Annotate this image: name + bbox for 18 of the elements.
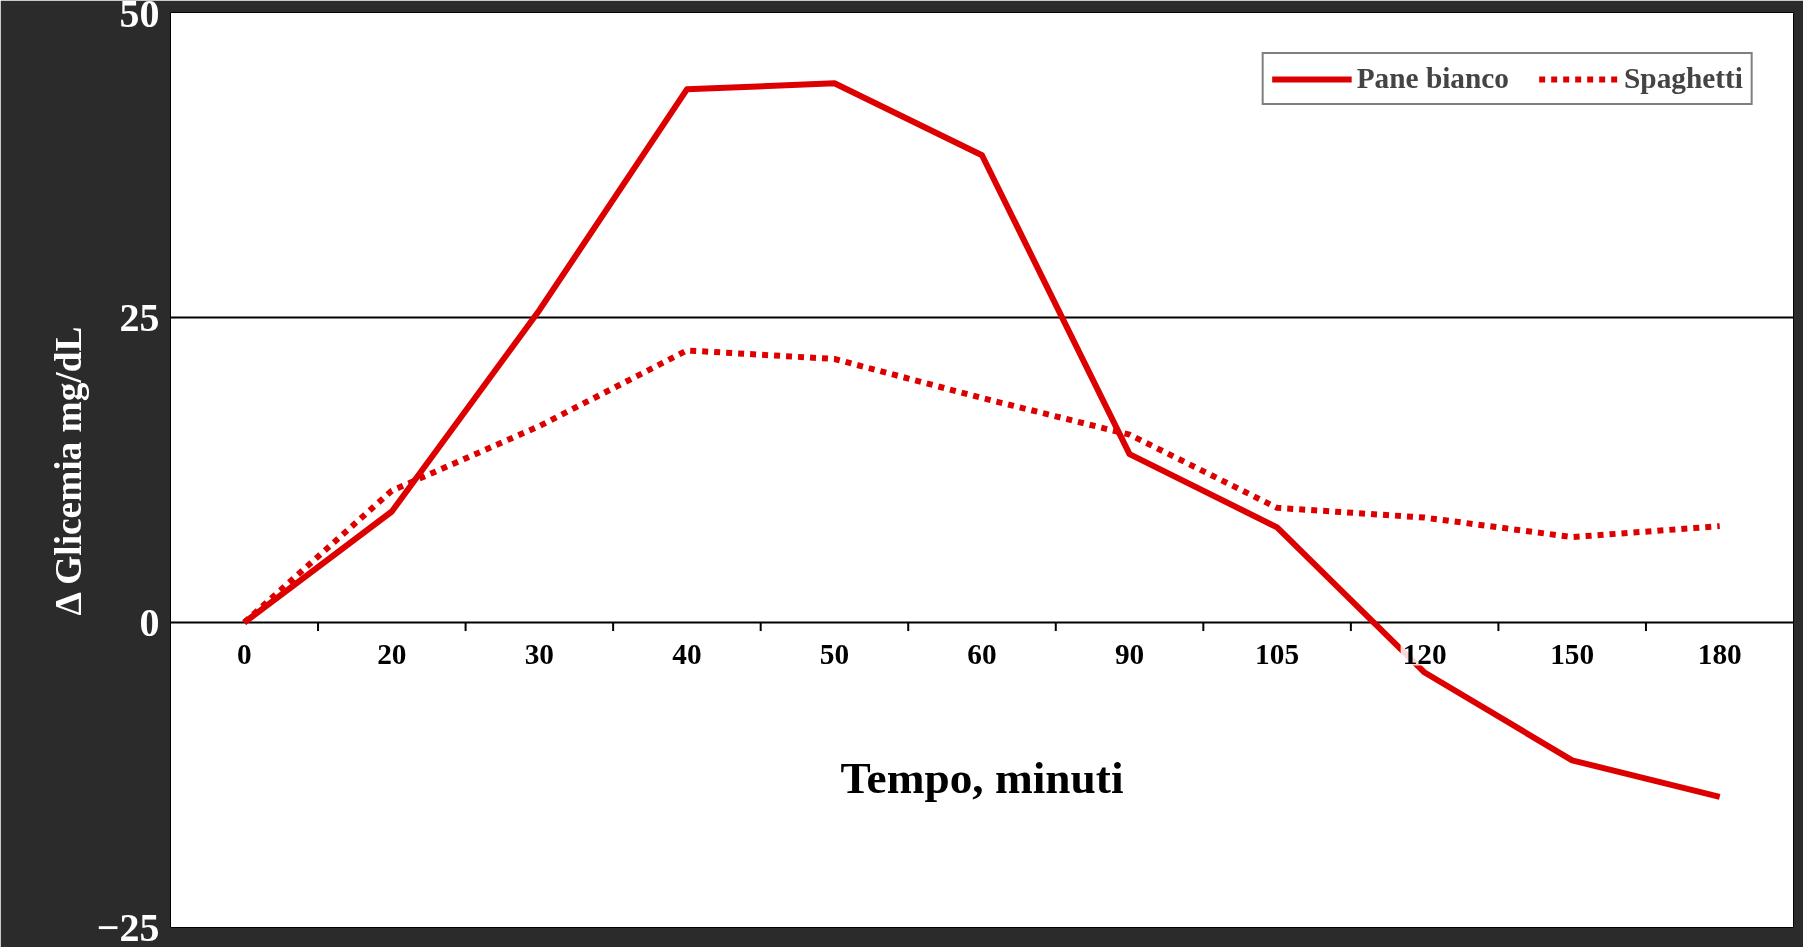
x-tick-label: 90: [1114, 637, 1145, 670]
x-tick-label: 60: [967, 637, 997, 670]
x-tick-label: 0: [236, 637, 252, 670]
x-tick-label: 120: [1402, 637, 1447, 670]
y-axis-title: Δ Glicemia mg/dL: [47, 326, 89, 616]
x-tick-label: 150: [1550, 637, 1595, 670]
y-tick-label: 50: [119, 0, 160, 36]
x-tick-label: 20: [377, 637, 407, 670]
x-tick-label: 30: [524, 637, 555, 670]
y-tick-label: −25: [96, 904, 160, 947]
x-axis-title: Tempo, minuti: [840, 752, 1124, 803]
y-tick-label: 25: [119, 294, 160, 340]
x-tick-label: 50: [819, 637, 850, 670]
x-tick-label: 180: [1697, 637, 1742, 670]
legend-label: Spaghetti: [1624, 62, 1743, 95]
x-tick-label: 40: [672, 637, 702, 670]
x-tick-label: 105: [1255, 637, 1300, 670]
legend-label: Pane bianco: [1356, 62, 1510, 95]
